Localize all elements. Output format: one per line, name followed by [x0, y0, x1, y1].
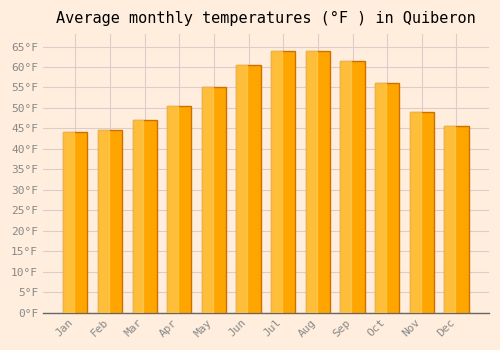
Bar: [63, 133, 88, 313]
Bar: [167, 106, 192, 313]
Bar: [375, 83, 400, 313]
Bar: [236, 65, 260, 313]
Bar: [444, 126, 468, 313]
Bar: [375, 83, 386, 313]
Bar: [132, 120, 143, 313]
Bar: [98, 131, 109, 313]
Bar: [410, 112, 420, 313]
Bar: [63, 133, 74, 313]
Bar: [444, 126, 456, 313]
Bar: [98, 131, 122, 313]
Bar: [271, 51, 295, 313]
Bar: [271, 51, 282, 313]
Bar: [306, 51, 316, 313]
Bar: [202, 88, 212, 313]
Title: Average monthly temperatures (°F ) in Quiberon: Average monthly temperatures (°F ) in Qu…: [56, 11, 476, 26]
Bar: [340, 61, 364, 313]
Bar: [410, 112, 434, 313]
Bar: [306, 51, 330, 313]
Bar: [132, 120, 157, 313]
Bar: [236, 65, 248, 313]
Bar: [167, 106, 178, 313]
Bar: [202, 88, 226, 313]
Bar: [340, 61, 351, 313]
